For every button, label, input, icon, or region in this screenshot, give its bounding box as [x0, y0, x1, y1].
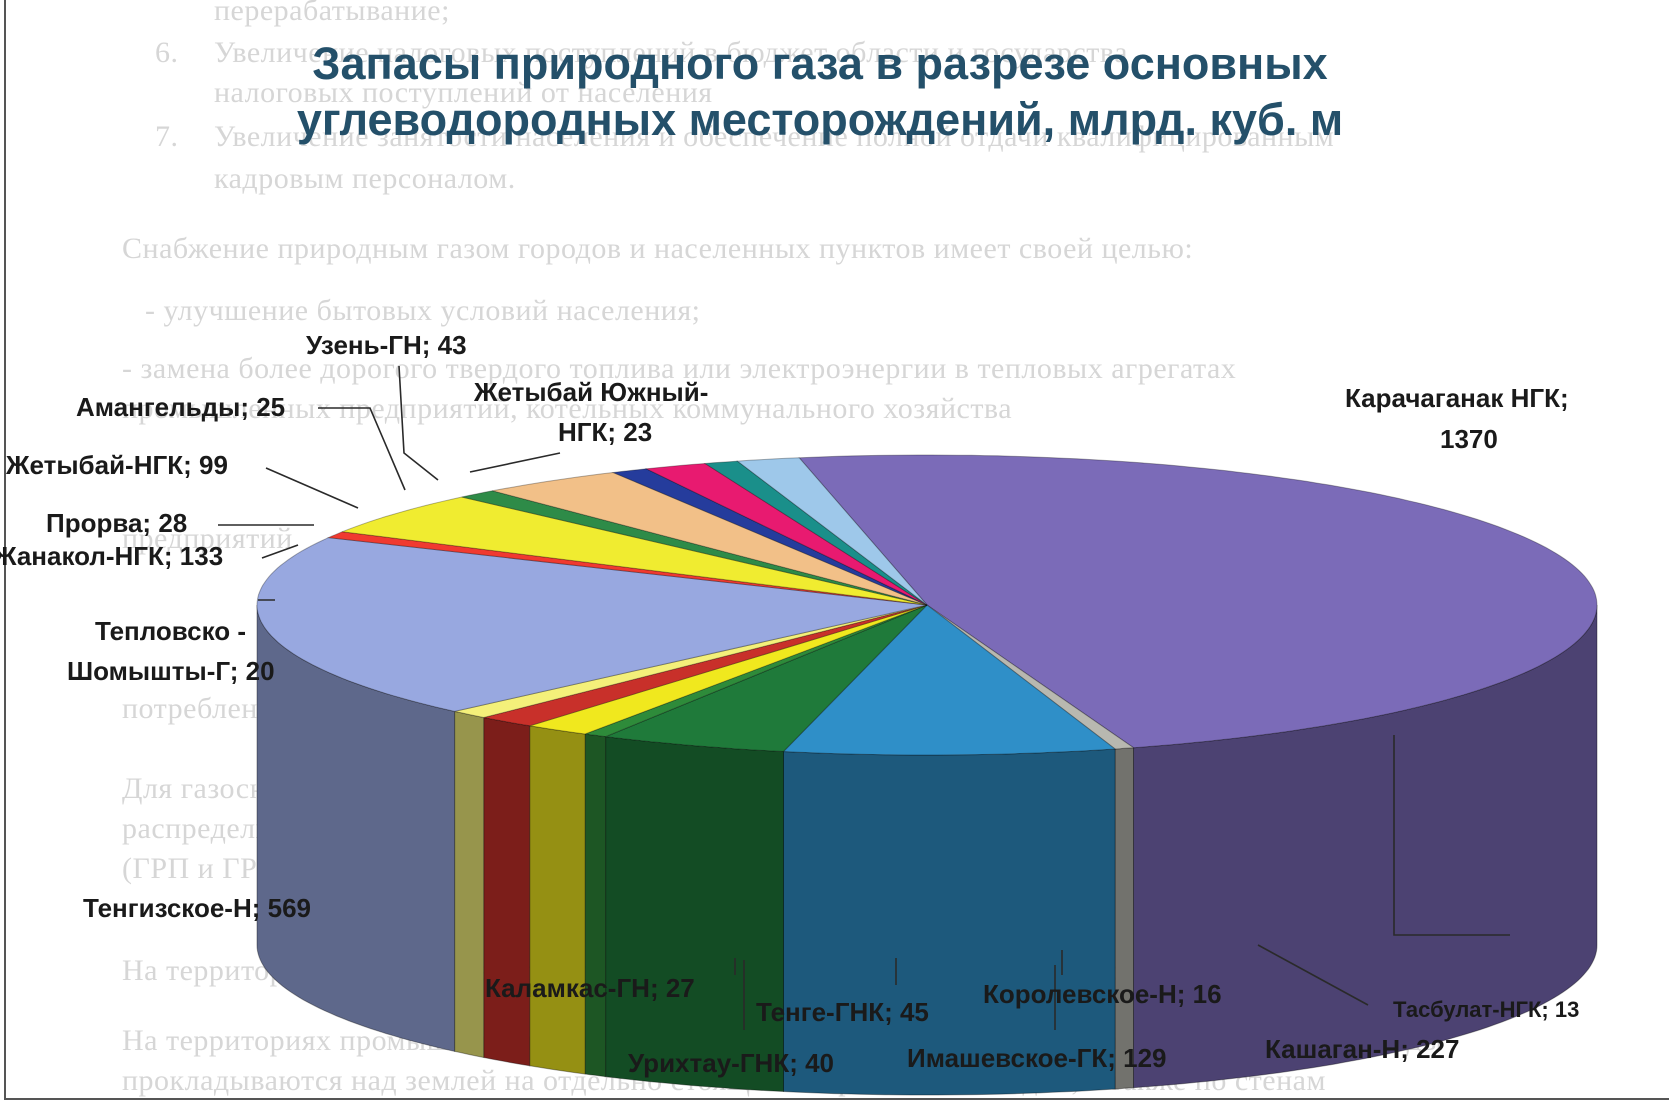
label-urikhtau: Урихтау-ГНК; 40 — [628, 1048, 834, 1078]
leader-amangeldy — [318, 407, 406, 491]
label-karachaganak-2: 1370 — [1440, 424, 1498, 454]
label-tenge: Тенге-ГНК; 45 — [756, 997, 929, 1027]
label-amangeldy: Амангельды; 25 — [76, 392, 285, 422]
leader-zhetybai-s — [469, 452, 561, 473]
pie-slice-жетыбай-нгк-99-12 — [492, 471, 928, 606]
pie-slice-жанакол-нгк-133-10 — [342, 496, 928, 606]
leader-tasbulat — [1393, 735, 1510, 936]
chart-title-line-2: углеводородных месторождений, млрд. куб.… — [296, 94, 1344, 145]
pie-slice-карачаганак-нгк-1370-0 — [798, 454, 1598, 749]
leader-kashagan — [1257, 944, 1369, 1006]
pie-side-урихтау-гнк-40-6 — [483, 716, 531, 1067]
pie-slice-узень-гн-43-16 — [736, 457, 928, 606]
pie-slice-кашаган-н-227-2 — [782, 604, 1117, 756]
label-tasbulat: Тасбулат-НГК; 13 — [1393, 997, 1579, 1022]
label-korolevskoe: Королевское-Н; 16 — [983, 979, 1222, 1009]
chart-title-line-1: Запасы природного газа в разрезе основны… — [312, 38, 1328, 89]
pie-slice-имашевское-гк-129-3 — [603, 604, 928, 753]
label-teplovsko-1: Тепловско - — [95, 616, 246, 646]
pie-side-имашевское-гк-129-3 — [605, 736, 784, 1093]
label-zhetybai: Жетыбай-НГК; 99 — [5, 450, 228, 480]
label-karachaganak-1: Карачаганак НГК; — [1345, 383, 1569, 413]
label-zhetybai-s-1: Жетыбай Южный- — [473, 377, 708, 407]
label-prorva: Прорва; 28 — [46, 508, 187, 538]
pie-slice-урихтау-гнк-40-6 — [483, 604, 928, 727]
pie-side-walls — [256, 604, 1598, 1096]
pie-side-тенге-гнк-45-5 — [529, 725, 586, 1075]
pie-side-каламкас-гн-27-7 — [454, 710, 485, 1059]
pie-top-faces — [256, 454, 1598, 756]
label-zhanakol: Жанакол-НГК; 133 — [0, 541, 223, 571]
label-teplovsko-2: Шомышты-Г; 20 — [67, 656, 275, 686]
label-uzen: Узень-ГН; 43 — [306, 330, 467, 360]
pie-slice-тенгизское-н-569-8 — [256, 537, 928, 712]
label-kalamkas: Каламкас-ГН; 27 — [485, 973, 695, 1003]
slice-labels: Карачаганак НГК; 1370 Тасбулат-НГК; 13 К… — [0, 330, 1579, 1078]
chart-title: Запасы природного газа в разрезе основны… — [250, 36, 1390, 148]
leader-uzen — [398, 365, 439, 481]
label-imashevskoe: Имашевское-ГК; 129 — [907, 1043, 1167, 1073]
pie-slice-узень-гн-43-14 — [644, 462, 928, 606]
leader-zhanakol — [261, 544, 299, 559]
leader-zhetybai — [265, 467, 359, 509]
label-zhetybai-s-2: НГК; 23 — [558, 417, 652, 447]
label-tengiz: Тенгизское-Н; 569 — [83, 893, 311, 923]
pie-slice-тенге-гнк-45-5 — [529, 604, 928, 735]
leader-lines — [218, 365, 1510, 1030]
label-kashagan: Кашаган-Н; 227 — [1265, 1034, 1459, 1064]
pie-side-тасбулат-нгк-13-1 — [1114, 747, 1134, 1090]
pie-side-королевское-н-16-4 — [584, 733, 607, 1078]
chart-frame — [4, 0, 1669, 1100]
